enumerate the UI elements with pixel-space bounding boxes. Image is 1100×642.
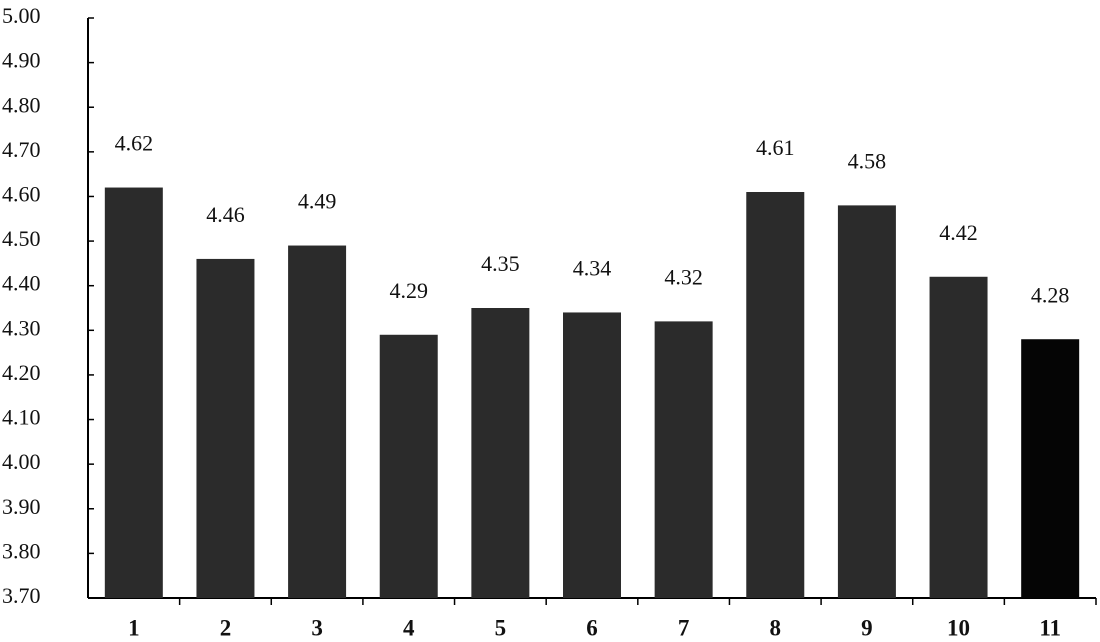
bar xyxy=(1021,339,1080,598)
bar xyxy=(471,308,530,598)
y-tick-label: 3.90 xyxy=(2,494,41,519)
x-tick-label: 9 xyxy=(861,615,873,640)
value-label: 4.62 xyxy=(115,131,154,156)
x-tick-label: 3 xyxy=(311,615,323,640)
value-label: 4.46 xyxy=(206,202,245,227)
bar xyxy=(379,334,438,598)
x-tick-label: 8 xyxy=(770,615,782,640)
y-tick-label: 4.80 xyxy=(2,92,41,117)
y-tick-label: 4.60 xyxy=(2,182,41,207)
value-label: 4.28 xyxy=(1031,282,1070,307)
x-tick-label: 6 xyxy=(586,615,598,640)
bar xyxy=(929,276,988,598)
x-tick-label: 4 xyxy=(403,615,415,640)
y-tick-label: 4.40 xyxy=(2,271,41,296)
value-label: 4.35 xyxy=(481,251,520,276)
bar xyxy=(654,321,713,598)
value-label: 4.32 xyxy=(664,264,703,289)
y-tick-label: 3.80 xyxy=(2,538,41,563)
bar xyxy=(196,258,255,598)
x-tick-label: 1 xyxy=(128,615,140,640)
y-tick-label: 4.30 xyxy=(2,315,41,340)
y-tick-label: 4.20 xyxy=(2,360,41,385)
y-tick-label: 3.70 xyxy=(2,583,41,608)
x-tick-label: 11 xyxy=(1039,615,1061,640)
value-label: 4.61 xyxy=(756,135,795,160)
bar xyxy=(104,187,163,599)
x-tick-label: 7 xyxy=(678,615,690,640)
bar xyxy=(288,245,347,599)
y-tick-label: 4.50 xyxy=(2,226,41,251)
value-label: 4.49 xyxy=(298,189,337,214)
y-tick-label: 5.00 xyxy=(2,3,41,28)
y-tick-label: 4.00 xyxy=(2,449,41,474)
value-label: 4.58 xyxy=(848,148,887,173)
bar xyxy=(837,205,896,598)
bar xyxy=(563,312,621,598)
x-tick-label: 2 xyxy=(220,615,232,640)
y-tick-label: 4.90 xyxy=(2,48,41,73)
bar xyxy=(746,192,805,598)
y-tick-label: 4.10 xyxy=(2,405,41,430)
value-label: 4.42 xyxy=(939,220,978,245)
x-tick-label: 5 xyxy=(495,615,507,640)
value-label: 4.34 xyxy=(573,256,612,281)
value-label: 4.29 xyxy=(389,278,428,303)
x-tick-label: 10 xyxy=(947,615,970,640)
y-tick-label: 4.70 xyxy=(2,137,41,162)
